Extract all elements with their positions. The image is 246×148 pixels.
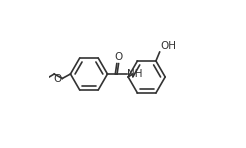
Text: OH: OH <box>160 41 176 51</box>
Text: O: O <box>114 52 123 62</box>
Text: O: O <box>53 74 62 84</box>
Text: NH: NH <box>127 69 143 79</box>
